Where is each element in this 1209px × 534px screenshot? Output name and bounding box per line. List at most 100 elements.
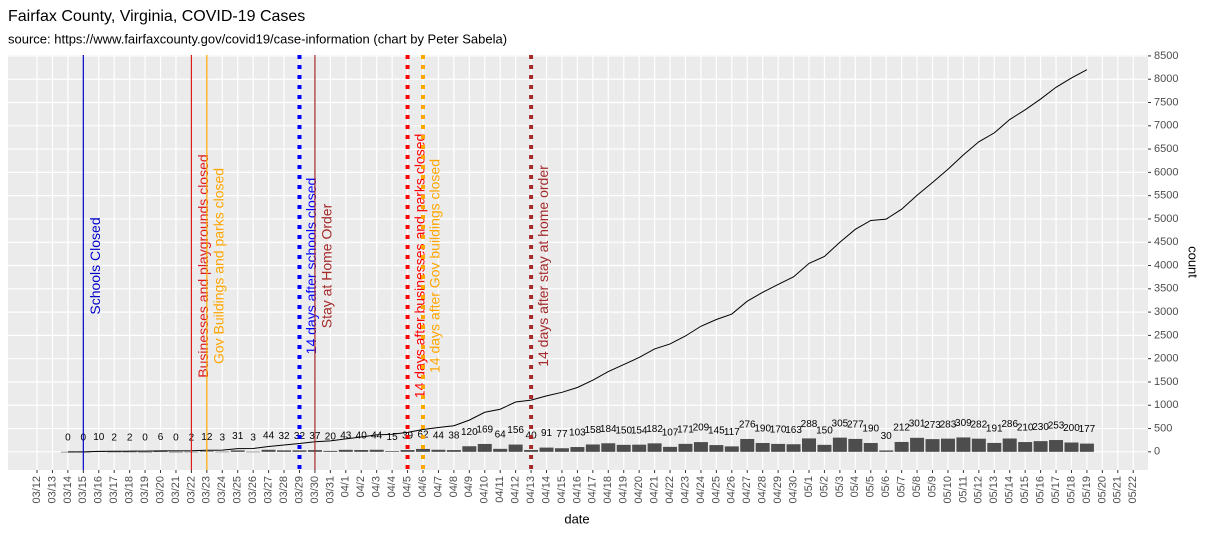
x-tick-label: 04/10 (479, 476, 491, 504)
bar (848, 438, 863, 452)
bar (1079, 443, 1094, 452)
x-tick-label: 05/9 (926, 476, 938, 497)
event-label: Businesses and playgrounds closed (195, 154, 211, 377)
bar (740, 438, 755, 452)
x-tick-label: 03/31 (324, 476, 336, 504)
bar (385, 451, 400, 452)
x-tick-label: 03/16 (93, 476, 105, 504)
bar (910, 437, 925, 452)
y-tick-label: 5000 (1154, 213, 1178, 225)
event-label: Gov Buildings and parks closed (211, 168, 227, 364)
bar-label: 309 (955, 418, 972, 429)
bar-label: 305 (832, 418, 849, 429)
y-tick-label: 6000 (1154, 166, 1178, 178)
x-tick-label: 05/22 (1127, 476, 1139, 504)
cumulative-line (67, 69, 1088, 453)
bar-label: 286 (1001, 419, 1018, 430)
x-tick-label: 04/24 (695, 476, 707, 504)
x-tick-label: 04/26 (726, 476, 738, 504)
bar-label: 276 (739, 420, 756, 431)
chart-subtitle: source: https://www.fairfaxcounty.gov/co… (8, 31, 507, 46)
y-tick-label: 4500 (1154, 236, 1178, 248)
x-tick-label: 03/23 (201, 476, 213, 504)
bar (277, 450, 292, 452)
x-tick-label: 03/26 (247, 476, 259, 504)
y-tick-label: 4000 (1154, 259, 1178, 271)
bar (153, 451, 168, 453)
y-tick-label: 7500 (1154, 96, 1178, 108)
bar-label: 0 (142, 432, 148, 443)
bar-label: 210 (1017, 423, 1034, 434)
bar (292, 450, 307, 452)
bar-label: 301 (909, 418, 926, 429)
y-tick-label: 3500 (1154, 283, 1178, 295)
x-tick-label: 04/9 (463, 476, 475, 497)
bar-label: 0 (173, 432, 179, 443)
bar-label: 212 (893, 423, 910, 434)
event-label: Schools Closed (87, 217, 103, 314)
x-tick-label: 05/8 (911, 476, 923, 497)
x-tick-label: 04/29 (772, 476, 784, 504)
x-tick-label: 03/12 (31, 476, 43, 504)
bar-label: 117 (724, 427, 740, 438)
bar (585, 444, 600, 452)
x-tick-label: 05/1 (803, 476, 815, 497)
x-tick-label: 04/14 (540, 476, 552, 504)
bar-label: 288 (801, 419, 818, 430)
x-tick-label: 05/18 (1065, 476, 1077, 504)
bar-label: 150 (615, 425, 632, 436)
x-tick-label: 04/18 (602, 476, 614, 504)
x-tick-label: 04/3 (371, 476, 383, 497)
bar (539, 447, 554, 452)
bar (524, 449, 539, 452)
bar (940, 438, 955, 452)
bar-label: 145 (708, 426, 725, 437)
x-tick-label: 03/18 (124, 476, 136, 504)
bar (817, 444, 832, 452)
x-tick-label: 04/11 (494, 476, 506, 503)
x-tick-label: 05/4 (849, 476, 861, 497)
x-tick-label: 04/2 (355, 476, 367, 497)
event-label: 14 days after stay at home order (535, 165, 551, 367)
x-tick-label: 03/30 (309, 476, 321, 504)
x-tick-label: 05/20 (1096, 476, 1108, 504)
bar (1049, 440, 1064, 452)
bar (863, 442, 878, 452)
bar-label: 10 (93, 432, 105, 443)
bar (925, 439, 940, 452)
bar-label: 177 (1079, 424, 1096, 435)
x-tick-label: 04/30 (787, 476, 799, 504)
y-tick-label: 8500 (1154, 50, 1178, 62)
bar-label: 91 (541, 428, 553, 439)
x-tick-label: 03/28 (278, 476, 290, 504)
bar-label: 32 (278, 431, 290, 442)
x-tick-label: 03/14 (62, 476, 74, 504)
bar (416, 448, 430, 452)
x-tick-label: 03/13 (46, 476, 58, 504)
x-tick-label: 04/6 (417, 476, 429, 497)
x-tick-label: 03/29 (293, 476, 305, 504)
x-tick-label: 05/5 (865, 476, 877, 497)
bar (724, 446, 739, 452)
bar-label: 44 (371, 430, 383, 441)
bar (616, 444, 631, 452)
bar (987, 442, 1002, 452)
bar-label: 107 (662, 427, 679, 438)
bar (354, 449, 369, 452)
bar-label: 191 (986, 424, 1003, 435)
bar-label: 3 (250, 432, 256, 443)
y-tick-label: 6500 (1154, 143, 1178, 155)
x-tick-label: 05/14 (1004, 476, 1016, 504)
x-tick-label: 05/15 (1019, 476, 1031, 504)
bar-label: 20 (325, 432, 337, 443)
y-tick-label: 8000 (1154, 73, 1178, 85)
event-label: 14 days after businesses and parks close… (411, 134, 427, 399)
bar (462, 446, 477, 452)
bar (400, 450, 415, 452)
x-tick-label: 05/21 (1112, 476, 1124, 504)
bar-label: 40 (356, 431, 368, 442)
bar (678, 443, 693, 452)
chart-title: Fairfax County, Virginia, COVID-19 Cases (8, 8, 305, 25)
x-tick-label: 03/27 (263, 476, 275, 504)
